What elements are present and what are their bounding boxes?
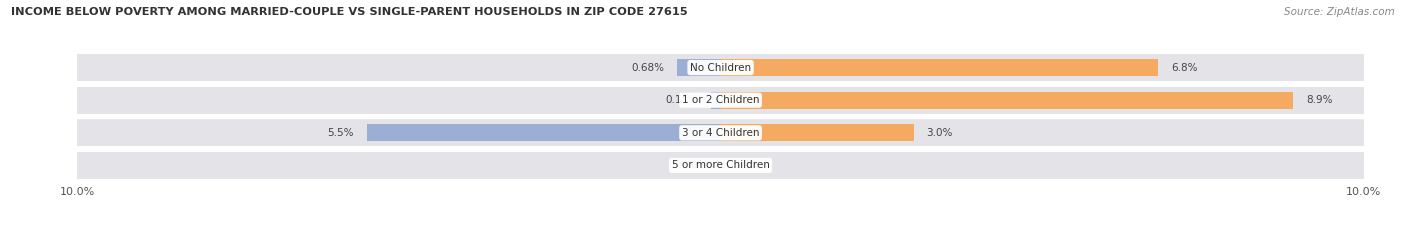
Bar [721, 59, 1159, 76]
Text: No Children: No Children [690, 63, 751, 72]
Text: 3 or 4 Children: 3 or 4 Children [682, 128, 759, 138]
Bar [721, 124, 914, 141]
Text: Source: ZipAtlas.com: Source: ZipAtlas.com [1284, 7, 1395, 17]
Text: 1 or 2 Children: 1 or 2 Children [682, 95, 759, 105]
Text: 5.5%: 5.5% [328, 128, 354, 138]
Bar [367, 124, 721, 141]
Text: 8.9%: 8.9% [1306, 95, 1333, 105]
Bar [77, 54, 1364, 81]
Text: 3.0%: 3.0% [927, 128, 953, 138]
Bar [77, 87, 1364, 113]
Bar [721, 92, 1294, 109]
Bar [77, 120, 1364, 146]
Text: 0.68%: 0.68% [631, 63, 664, 72]
Bar [676, 59, 721, 76]
Text: 5 or more Children: 5 or more Children [672, 161, 769, 170]
Text: 6.8%: 6.8% [1171, 63, 1198, 72]
Text: 0.15%: 0.15% [665, 95, 697, 105]
Text: INCOME BELOW POVERTY AMONG MARRIED-COUPLE VS SINGLE-PARENT HOUSEHOLDS IN ZIP COD: INCOME BELOW POVERTY AMONG MARRIED-COUPL… [11, 7, 688, 17]
Bar [711, 92, 721, 109]
Text: 0.0%: 0.0% [682, 161, 707, 170]
Text: 0.0%: 0.0% [734, 161, 759, 170]
Bar [77, 152, 1364, 179]
